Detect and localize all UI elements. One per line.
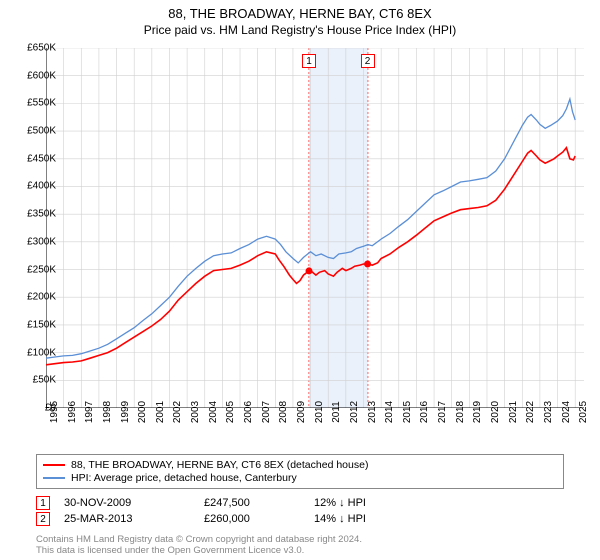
- footnote-line2: This data is licensed under the Open Gov…: [36, 545, 362, 556]
- y-tick-label: £50K: [14, 375, 56, 386]
- x-tick-label: 2018: [455, 401, 466, 423]
- x-tick-label: 2012: [349, 401, 360, 423]
- x-tick-label: 2013: [367, 401, 378, 423]
- sale-diff: 12% ↓ HPI: [314, 497, 424, 509]
- address-title: 88, THE BROADWAY, HERNE BAY, CT6 8EX: [0, 6, 600, 21]
- footnote: Contains HM Land Registry data © Crown c…: [36, 534, 362, 557]
- y-tick-label: £550K: [14, 98, 56, 109]
- title-block: 88, THE BROADWAY, HERNE BAY, CT6 8EX Pri…: [0, 0, 600, 37]
- x-tick-label: 2000: [137, 401, 148, 423]
- x-tick-label: 2019: [472, 401, 483, 423]
- y-tick-label: £400K: [14, 181, 56, 192]
- x-tick-label: 2007: [261, 401, 272, 423]
- y-tick-label: £100K: [14, 347, 56, 358]
- chart-area: 12: [46, 48, 584, 408]
- x-tick-label: 2008: [278, 401, 289, 423]
- x-tick-label: 2023: [543, 401, 554, 423]
- x-tick-label: 1998: [102, 401, 113, 423]
- sale-marker-box: 1: [302, 54, 316, 68]
- figure-container: 88, THE BROADWAY, HERNE BAY, CT6 8EX Pri…: [0, 0, 600, 560]
- legend-item-subject: 88, THE BROADWAY, HERNE BAY, CT6 8EX (de…: [43, 459, 557, 471]
- y-tick-label: £200K: [14, 292, 56, 303]
- legend-label: HPI: Average price, detached house, Cant…: [71, 472, 297, 484]
- y-tick-label: £450K: [14, 153, 56, 164]
- x-tick-label: 2001: [155, 401, 166, 423]
- x-tick-label: 2017: [437, 401, 448, 423]
- x-tick-label: 2010: [314, 401, 325, 423]
- x-tick-label: 2002: [172, 401, 183, 423]
- sale-marker-box: 2: [361, 54, 375, 68]
- x-tick-label: 2014: [384, 401, 395, 423]
- y-tick-label: £250K: [14, 264, 56, 275]
- x-tick-label: 2005: [225, 401, 236, 423]
- x-tick-label: 1999: [120, 401, 131, 423]
- legend-swatch: [43, 464, 65, 466]
- legend-item-hpi: HPI: Average price, detached house, Cant…: [43, 472, 557, 484]
- sales-table: 1 30-NOV-2009 £247,500 12% ↓ HPI 2 25-MA…: [36, 494, 424, 528]
- sale-diff: 14% ↓ HPI: [314, 513, 424, 525]
- y-tick-label: £300K: [14, 236, 56, 247]
- x-tick-label: 2006: [243, 401, 254, 423]
- sale-number-box: 1: [36, 496, 50, 510]
- sale-price: £247,500: [204, 497, 314, 509]
- x-tick-label: 1995: [49, 401, 60, 423]
- y-tick-label: £650K: [14, 43, 56, 54]
- line-chart: [46, 48, 584, 408]
- x-tick-label: 2020: [490, 401, 501, 423]
- x-tick-label: 2003: [190, 401, 201, 423]
- x-tick-label: 2016: [419, 401, 430, 423]
- legend-label: 88, THE BROADWAY, HERNE BAY, CT6 8EX (de…: [71, 459, 368, 471]
- x-tick-label: 1996: [67, 401, 78, 423]
- x-tick-label: 2021: [508, 401, 519, 423]
- legend-swatch: [43, 477, 65, 479]
- y-tick-label: £600K: [14, 70, 56, 81]
- sale-date: 25-MAR-2013: [64, 513, 204, 525]
- legend-box: 88, THE BROADWAY, HERNE BAY, CT6 8EX (de…: [36, 454, 564, 489]
- sale-number-box: 2: [36, 512, 50, 526]
- sale-row-2: 2 25-MAR-2013 £260,000 14% ↓ HPI: [36, 512, 424, 526]
- sale-date: 30-NOV-2009: [64, 497, 204, 509]
- y-tick-label: £350K: [14, 209, 56, 220]
- y-tick-label: £500K: [14, 126, 56, 137]
- x-tick-label: 2004: [208, 401, 219, 423]
- sale-price: £260,000: [204, 513, 314, 525]
- x-tick-label: 2025: [578, 401, 589, 423]
- sale-row-1: 1 30-NOV-2009 £247,500 12% ↓ HPI: [36, 496, 424, 510]
- x-tick-label: 2009: [296, 401, 307, 423]
- x-tick-label: 2024: [561, 401, 572, 423]
- subtitle: Price paid vs. HM Land Registry's House …: [0, 23, 600, 37]
- x-tick-label: 2015: [402, 401, 413, 423]
- x-tick-label: 2022: [525, 401, 536, 423]
- footnote-line1: Contains HM Land Registry data © Crown c…: [36, 534, 362, 545]
- x-tick-label: 1997: [84, 401, 95, 423]
- y-tick-label: £150K: [14, 319, 56, 330]
- x-tick-label: 2011: [331, 401, 342, 423]
